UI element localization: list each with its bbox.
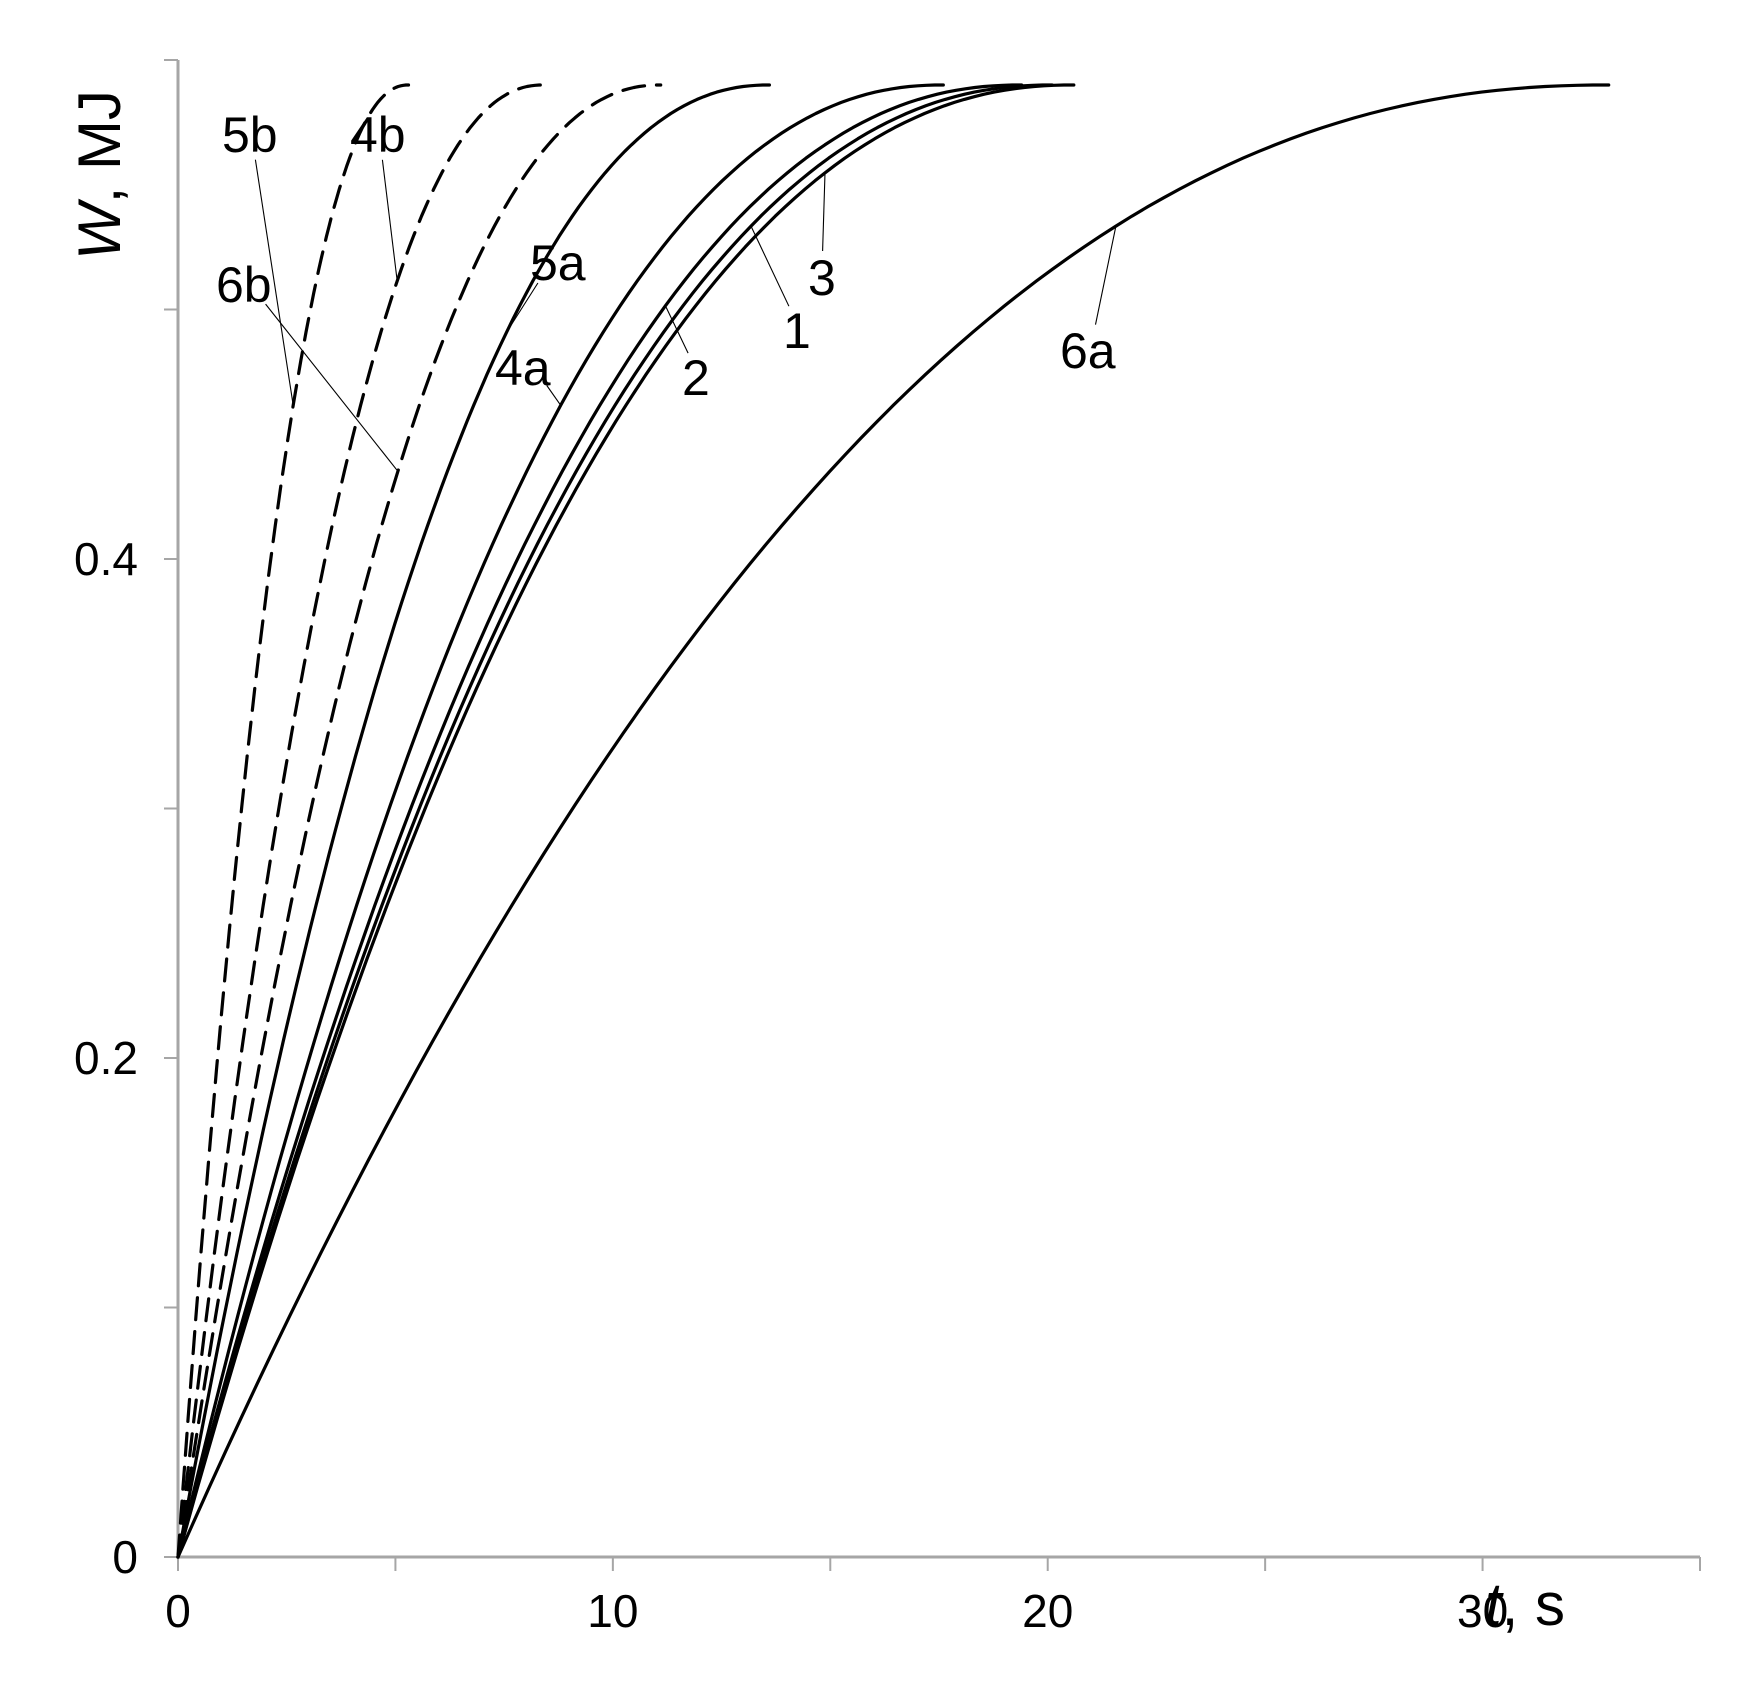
label-leader-lines [254, 159, 1117, 472]
series-label-4a: 4a [495, 340, 551, 396]
x-tick-label-30: 30 [1457, 1585, 1508, 1637]
series-label-1: 1 [783, 303, 811, 359]
series-leader-6a [1094, 225, 1117, 325]
series-line-5a [176, 83, 771, 1559]
x-axis-title-unit: , s [1502, 1571, 1565, 1638]
series-leader-3 [822, 172, 826, 252]
series-leader-5a [506, 282, 539, 333]
series-line-6b [176, 83, 663, 1559]
x-tick-label-20: 20 [1022, 1585, 1073, 1637]
series-line-6a [176, 83, 1611, 1559]
series-leader-6b [265, 303, 399, 472]
series-label-3: 3 [808, 250, 836, 306]
series-line-1 [176, 83, 1054, 1559]
series-line-2 [176, 83, 1024, 1559]
series-line-3 [176, 83, 1076, 1559]
y-axis-title-var: W [66, 198, 133, 260]
y-tick-label-0: 0 [112, 1531, 138, 1583]
series-label-6b: 6b [216, 257, 272, 313]
series-leader-5b [254, 159, 294, 406]
series-label-6a: 6a [1060, 323, 1116, 379]
y-tick-label-2: 0.4 [74, 533, 138, 585]
series-leader-4b [381, 159, 398, 282]
series-line-4b [176, 83, 545, 1559]
series-leader-4a [546, 385, 562, 406]
series-label-2: 2 [682, 350, 710, 406]
series-leader-1 [750, 225, 790, 307]
series-leader-2 [664, 305, 689, 354]
x-axis-title: t, s [1485, 1571, 1565, 1638]
y-tick-label-1: 0.2 [74, 1032, 138, 1084]
x-axis-title-var: t [1485, 1571, 1504, 1638]
y-axis-title: W, MJ [66, 90, 133, 260]
curves [176, 83, 1611, 1559]
curve-labels: 5b 4b 6b 5a 4a 2 13 6a [216, 107, 1116, 406]
x-tick-label-0: 0 [165, 1585, 191, 1637]
tick-labels: 0 10 20 30 0 0.2 0.4 [74, 533, 1508, 1637]
axes [176, 60, 1700, 1559]
x-tick-label-10: 10 [587, 1585, 638, 1637]
y-axis-title-unit: , MJ [66, 90, 133, 203]
ticks [164, 59, 1701, 1571]
series-label-4b: 4b [350, 107, 406, 163]
series-label-5b: 5b [222, 107, 278, 163]
series-label-5a: 5a [530, 235, 586, 291]
